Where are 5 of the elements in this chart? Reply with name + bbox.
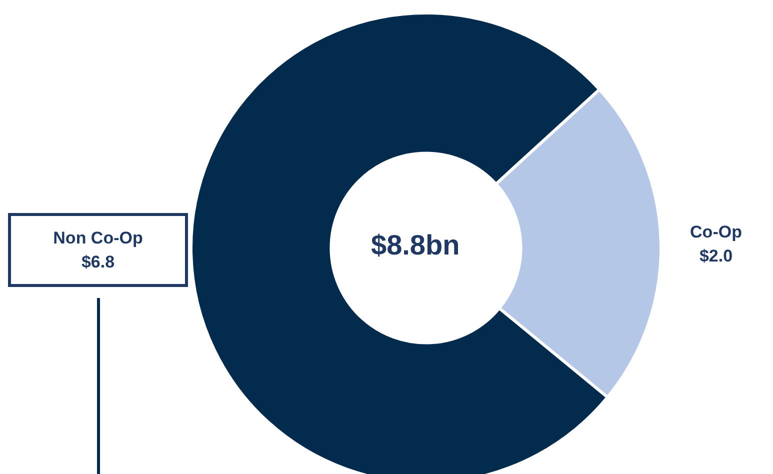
slice-label: Co-Op — [690, 222, 742, 242]
data-label: $2.0 — [699, 246, 733, 266]
slice-label: Non Co-Op — [53, 228, 143, 248]
text: $8.8bn — [371, 230, 460, 260]
data-label: $6.8 — [81, 252, 115, 272]
